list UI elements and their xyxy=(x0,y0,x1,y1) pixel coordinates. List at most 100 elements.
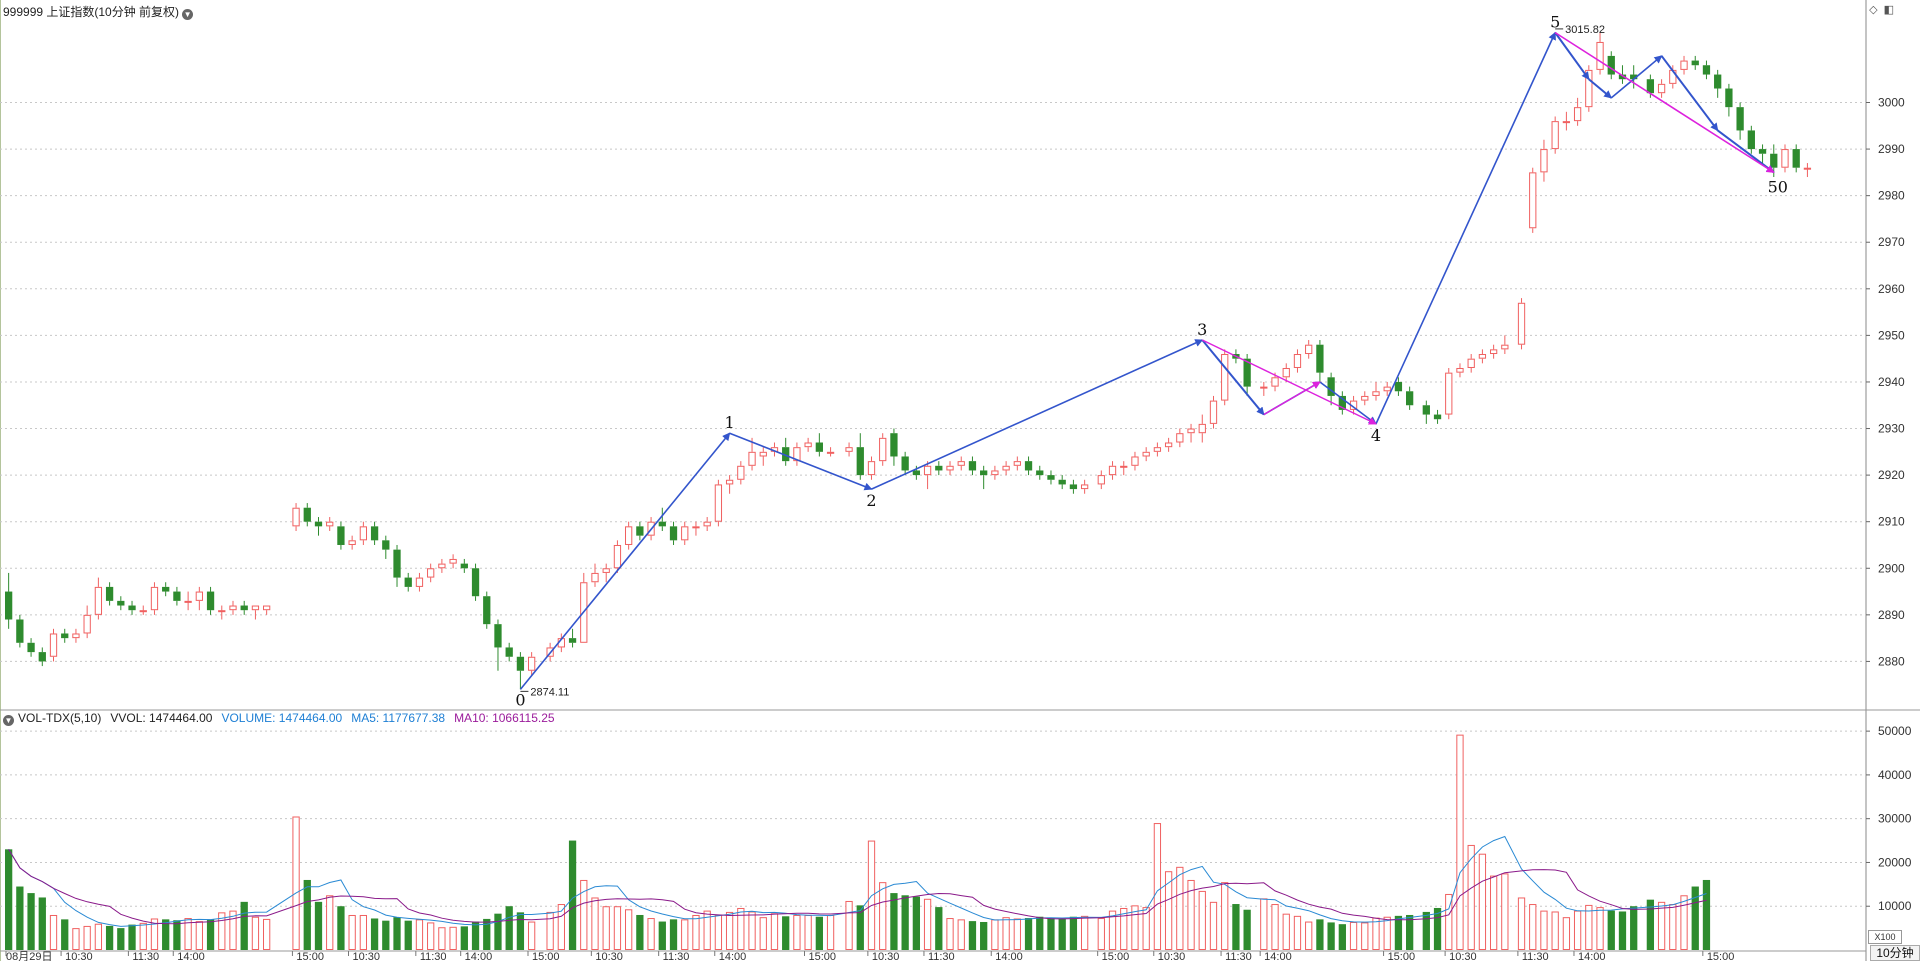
candle-body xyxy=(94,586,103,615)
candle-body xyxy=(1433,414,1442,420)
volume-bar xyxy=(748,911,756,951)
candle-body xyxy=(793,447,801,462)
volume-bar xyxy=(602,906,610,951)
volume-bar xyxy=(505,906,513,950)
candle-body xyxy=(83,614,91,634)
candle-body xyxy=(505,647,513,657)
volume-bar xyxy=(1630,906,1638,950)
candle-body xyxy=(1422,405,1430,415)
volume-bar xyxy=(438,927,446,950)
candle-body xyxy=(991,470,999,476)
volume-bar xyxy=(1209,901,1218,951)
wave-label: 1 xyxy=(725,413,735,432)
candle-body xyxy=(1271,377,1279,387)
candle-body xyxy=(692,526,700,529)
candle-body xyxy=(229,605,237,611)
candle-body xyxy=(303,507,311,522)
volume-bar xyxy=(1361,922,1369,951)
candle-body xyxy=(1153,447,1162,452)
candle-body xyxy=(1002,465,1010,471)
candle-body xyxy=(1596,41,1604,70)
candle-body xyxy=(1406,391,1414,406)
volume-bar xyxy=(1394,915,1403,950)
volume-bar xyxy=(206,919,215,950)
candle-body xyxy=(1585,69,1593,108)
time-tick-label: 15:00 xyxy=(532,951,560,961)
candle-body xyxy=(1372,391,1380,396)
candle-body xyxy=(1517,302,1526,345)
candle-body xyxy=(150,586,159,611)
candle-body xyxy=(867,461,876,476)
volume-bar xyxy=(105,925,114,950)
price-tick-label: 3000 xyxy=(1878,95,1905,109)
low-annotation: 2874.11 xyxy=(530,686,569,698)
volume-bar xyxy=(516,912,525,950)
volume-bar xyxy=(1047,918,1055,950)
volume-bar xyxy=(527,921,536,951)
candle-body xyxy=(27,642,35,653)
candle-body xyxy=(263,605,271,611)
volume-bar xyxy=(1069,916,1078,950)
volume-bar xyxy=(337,906,345,950)
candle-body xyxy=(1646,79,1655,94)
candle-body xyxy=(1327,377,1335,396)
candle-body xyxy=(438,563,446,569)
volume-bar xyxy=(759,917,767,950)
candle-body xyxy=(1316,344,1324,373)
volume-bar xyxy=(94,923,103,950)
time-tick-label: 15:00 xyxy=(1102,951,1130,961)
candle-body xyxy=(516,656,525,671)
volume-bar xyxy=(1669,904,1677,950)
volume-tick-label: 30000 xyxy=(1878,812,1912,826)
candle-body xyxy=(139,610,147,613)
candle-body xyxy=(195,591,203,601)
volume-bar xyxy=(923,898,932,951)
time-tick-label: 10:30 xyxy=(1449,951,1477,961)
wave-label: 4 xyxy=(1371,426,1381,445)
time-tick-label: 15:00 xyxy=(1707,951,1735,961)
volume-bar xyxy=(546,911,554,951)
dropdown-circle-icon[interactable]: ▼ xyxy=(3,715,14,726)
candle-body xyxy=(912,470,921,476)
volume-bar xyxy=(1187,879,1195,951)
volume-bar xyxy=(1478,853,1487,951)
price-tick-label: 2940 xyxy=(1878,375,1905,389)
dropdown-circle-icon[interactable]: ▼ xyxy=(182,9,194,20)
candle-body xyxy=(890,433,898,457)
volume-bar xyxy=(957,919,965,951)
candle-body xyxy=(1630,74,1638,80)
candle-body xyxy=(1058,479,1066,485)
candle-body xyxy=(494,624,502,648)
candle-body xyxy=(1792,149,1800,168)
candle-body xyxy=(804,442,812,448)
volume-ma5-line xyxy=(8,835,1707,927)
volume-bar xyxy=(557,904,565,950)
period-selector[interactable]: 10分钟 xyxy=(1870,945,1920,961)
volume-bar xyxy=(427,922,435,951)
candle-body xyxy=(968,461,977,471)
candle-body xyxy=(946,465,954,471)
volume-value: VOLUME: 1474464.00 xyxy=(221,711,343,725)
volume-bar xyxy=(1293,915,1302,951)
candle-body xyxy=(568,638,577,643)
candle-body xyxy=(703,521,711,527)
wave-line xyxy=(1717,129,1775,174)
volume-bar xyxy=(393,917,401,950)
time-tick-label: 14:00 xyxy=(1264,951,1292,961)
time-tick-label: 10:30 xyxy=(1158,951,1186,961)
candle-body xyxy=(658,521,666,527)
volume-bar xyxy=(1607,910,1615,950)
candle-body xyxy=(1781,149,1789,168)
price-tick-label: 2900 xyxy=(1878,561,1905,575)
volume-bar xyxy=(1529,904,1537,950)
volume-bar xyxy=(1646,899,1655,950)
candle-body xyxy=(382,540,390,550)
candle-body xyxy=(1562,121,1571,124)
diamond-icon[interactable]: ◇ xyxy=(1869,4,1878,16)
candle-body xyxy=(1338,395,1346,410)
candle-body xyxy=(1747,130,1755,150)
volume-bar xyxy=(681,919,689,951)
panel-toggle-icon[interactable]: ◧ xyxy=(1883,4,1894,16)
volume-bar xyxy=(1024,918,1033,950)
wave-line xyxy=(1554,31,1775,174)
